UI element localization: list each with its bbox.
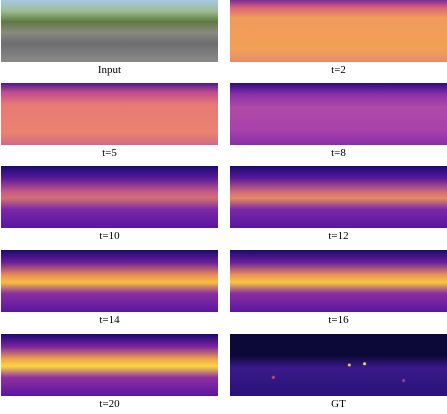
depth-map (230, 166, 447, 228)
depth-map (1, 166, 218, 228)
depth-map (1, 334, 218, 396)
panel: Input (1, 0, 218, 80)
caption: Input (97, 64, 122, 76)
panel: t=20 (1, 334, 218, 414)
panel: t=12 (230, 166, 447, 246)
panel: t=2 (230, 0, 447, 80)
panel: t=16 (230, 250, 447, 330)
panel: GT (230, 334, 447, 414)
depth-map (230, 250, 447, 312)
caption: t=16 (328, 314, 349, 326)
depth-map (230, 83, 447, 145)
caption: t=10 (99, 230, 120, 242)
input-image (1, 0, 218, 62)
depth-map (1, 83, 218, 145)
caption: GT (331, 398, 346, 410)
ground-truth-map (230, 334, 447, 396)
caption: t=14 (99, 314, 120, 326)
panel: t=14 (1, 250, 218, 330)
caption: t=12 (328, 230, 349, 242)
caption: t=20 (99, 398, 120, 410)
depth-map (1, 250, 218, 312)
depth-map (230, 0, 447, 62)
panel: t=5 (1, 83, 218, 163)
caption: t=2 (331, 64, 346, 76)
panel: t=10 (1, 166, 218, 246)
panel: t=8 (230, 83, 447, 163)
caption: t=8 (331, 147, 346, 159)
caption: t=5 (102, 147, 117, 159)
